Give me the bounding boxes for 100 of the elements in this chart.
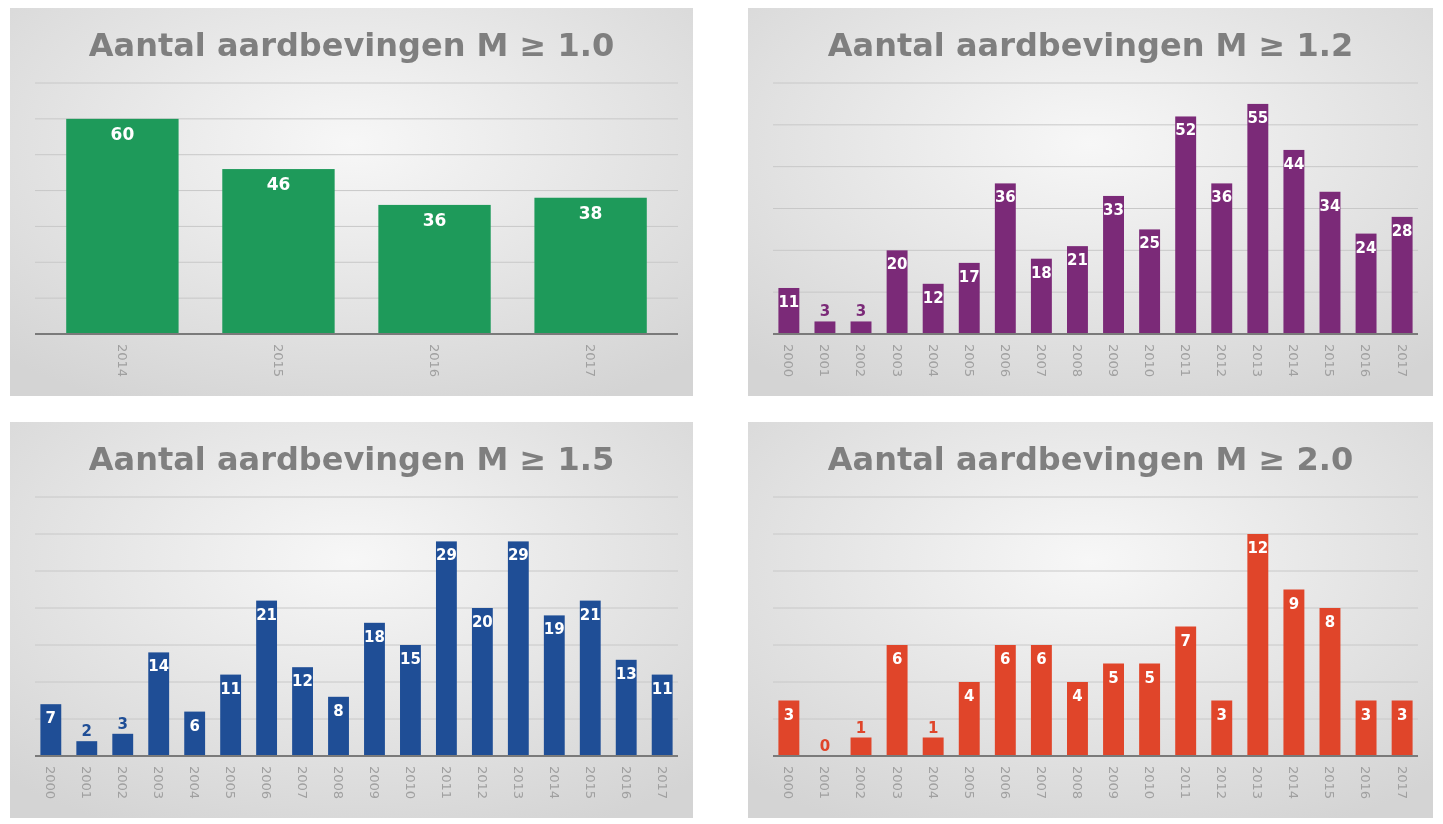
data-label: 60 (110, 123, 135, 144)
bar (1211, 183, 1233, 334)
data-label: 6 (1000, 650, 1011, 668)
data-label: 12 (922, 288, 944, 307)
bar (886, 645, 908, 756)
data-label: 24 (1355, 238, 1377, 257)
data-label: 2 (81, 722, 92, 741)
x-tick-label: 2014 (1286, 766, 1302, 800)
bar (328, 696, 349, 756)
bar (1355, 233, 1377, 334)
bar (1175, 116, 1197, 334)
x-tick-label: 2010 (1142, 344, 1158, 378)
x-tick-label: 2013 (510, 766, 526, 800)
bar (615, 659, 637, 756)
data-label: 29 (435, 546, 457, 565)
x-tick-label: 2005 (961, 766, 977, 800)
x-tick-label: 2012 (1214, 766, 1230, 800)
x-tick-label: 2015 (1322, 766, 1338, 800)
x-tick-label: 2001 (817, 766, 833, 800)
x-tick-label: 2003 (889, 766, 905, 800)
chart-title: Aantal aardbevingen M ≥ 1.0 (88, 26, 615, 64)
bar (850, 321, 872, 334)
bar (1391, 216, 1413, 334)
bar (579, 600, 601, 756)
bar (1067, 246, 1088, 334)
data-label: 55 (1247, 108, 1269, 127)
x-tick-label: 2004 (925, 344, 941, 378)
bar (1067, 682, 1088, 756)
bar (958, 262, 980, 334)
bar (220, 674, 242, 756)
data-label: 3 (1216, 705, 1227, 724)
bar (651, 674, 673, 756)
x-tick-label: 2004 (925, 766, 941, 800)
data-label: 7 (1180, 631, 1191, 650)
data-label: 20 (471, 613, 493, 631)
data-label: 15 (400, 650, 421, 668)
data-label: 11 (651, 679, 673, 698)
data-label: 38 (578, 202, 603, 223)
x-tick-label: 2007 (1033, 766, 1049, 800)
data-label: 18 (1030, 263, 1052, 282)
bar (222, 169, 335, 334)
data-label: 3 (117, 714, 128, 733)
data-label: 7 (45, 709, 57, 728)
x-tick-label: 2017 (583, 344, 599, 378)
data-label: 52 (1175, 121, 1197, 140)
x-tick-label: 2013 (1250, 344, 1266, 378)
data-label: 5 (1144, 668, 1155, 687)
data-label: 28 (1391, 221, 1413, 240)
x-tick-label: 2001 (817, 344, 833, 378)
data-label: 4 (964, 687, 975, 705)
bar (507, 541, 529, 756)
x-tick-label: 2008 (1069, 766, 1085, 800)
data-label: 21 (256, 605, 278, 624)
data-label: 17 (958, 267, 980, 286)
data-label: 9 (1288, 594, 1300, 613)
x-tick-label: 2015 (270, 344, 286, 378)
bar (1103, 663, 1124, 756)
x-tick-label: 2009 (366, 766, 382, 800)
x-tick-label: 2002 (853, 344, 869, 378)
bar (1355, 700, 1377, 756)
x-tick-label: 2011 (1178, 344, 1194, 378)
bar (1139, 663, 1161, 756)
bar (1211, 700, 1233, 756)
data-label: 21 (1067, 251, 1088, 270)
x-tick-label: 2002 (115, 766, 131, 800)
data-label: 29 (507, 546, 529, 565)
bar (1175, 626, 1197, 756)
data-label: 36 (422, 209, 447, 230)
x-tick-label: 2001 (79, 766, 95, 800)
bar (112, 733, 134, 756)
x-tick-label: 2014 (546, 766, 562, 800)
x-tick-label: 2014 (1286, 344, 1302, 378)
x-tick-label: 2014 (114, 344, 130, 378)
x-tick-label: 2015 (582, 766, 598, 800)
data-label: 12 (1247, 539, 1269, 557)
bar (256, 600, 278, 756)
x-tick-label: 2011 (1178, 766, 1194, 800)
data-label: 3 (1360, 705, 1372, 724)
x-tick-label: 2006 (997, 766, 1013, 800)
x-tick-label: 2016 (618, 766, 634, 800)
x-tick-label: 2006 (997, 344, 1013, 378)
bar (148, 652, 170, 756)
x-tick-label: 2007 (295, 766, 311, 800)
x-tick-label: 2005 (223, 766, 239, 800)
data-label: 33 (1103, 200, 1124, 219)
x-tick-label: 2016 (426, 344, 442, 378)
data-label: 44 (1283, 154, 1305, 173)
x-tick-label: 2010 (402, 766, 418, 800)
data-label: 8 (1324, 613, 1336, 631)
x-tick-label: 2012 (474, 766, 490, 800)
data-label: 0 (819, 737, 831, 755)
data-label: 5 (1108, 668, 1119, 687)
x-tick-label: 2004 (187, 766, 203, 800)
data-label: 3 (1396, 705, 1408, 724)
x-tick-label: 2009 (1105, 766, 1121, 800)
bar (994, 645, 1016, 756)
x-tick-label: 2005 (961, 344, 977, 378)
bar (886, 250, 908, 334)
x-tick-label: 2009 (1105, 344, 1121, 378)
bar (76, 741, 98, 756)
